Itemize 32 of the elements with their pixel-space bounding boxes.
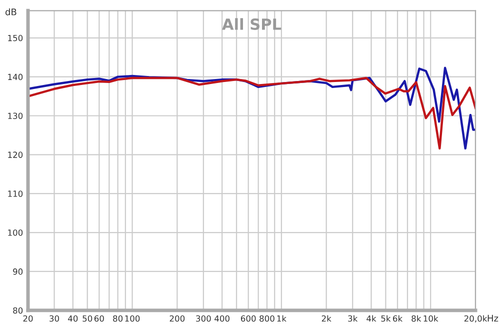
y-axis-title: dB [6, 8, 16, 16]
x-tick-label: 30 [50, 315, 60, 322]
y-tick-label: 120 [8, 152, 23, 158]
x-tick-label: 80 [113, 315, 123, 322]
x-tick-label: 20 [23, 315, 33, 322]
x-tick-label: 300 [196, 315, 211, 322]
x-tick-label: 3k [348, 315, 358, 322]
x-tick-label: 10k [424, 315, 438, 322]
x-tick-label: 40 [68, 315, 78, 322]
x-tick-label: 5k [381, 315, 391, 322]
x-tick-label: 600 [240, 315, 256, 322]
x-tick-label: 50 [82, 315, 92, 322]
x-axis-title: Hz [488, 314, 498, 322]
x-tick-label: 400 [214, 315, 230, 322]
x-tick-label: 800 [260, 315, 274, 322]
x-tick-label: 200 [170, 315, 185, 322]
y-tick-label: 130 [8, 112, 23, 120]
x-tick-label: 60 [94, 315, 104, 322]
x-tick-label: 6k [393, 315, 403, 322]
y-tick-label: 100 [8, 229, 23, 236]
y-tick-label: 90 [13, 268, 23, 275]
y-tick-label: 140 [8, 74, 23, 80]
y-tick-label: 110 [8, 190, 23, 197]
y-tick-label: 80 [13, 307, 23, 314]
chart-title: All SPL [222, 18, 282, 30]
x-tick-label: 4k [366, 315, 376, 322]
x-tick-label: 1k [277, 315, 286, 322]
y-tick-label: 150 [8, 34, 23, 42]
x-tick-label: 2k [322, 315, 332, 322]
x-tick-label: 100 [125, 315, 140, 322]
x-tick-label: 20,0k [464, 315, 488, 323]
x-tick-label: 8k [412, 315, 422, 322]
